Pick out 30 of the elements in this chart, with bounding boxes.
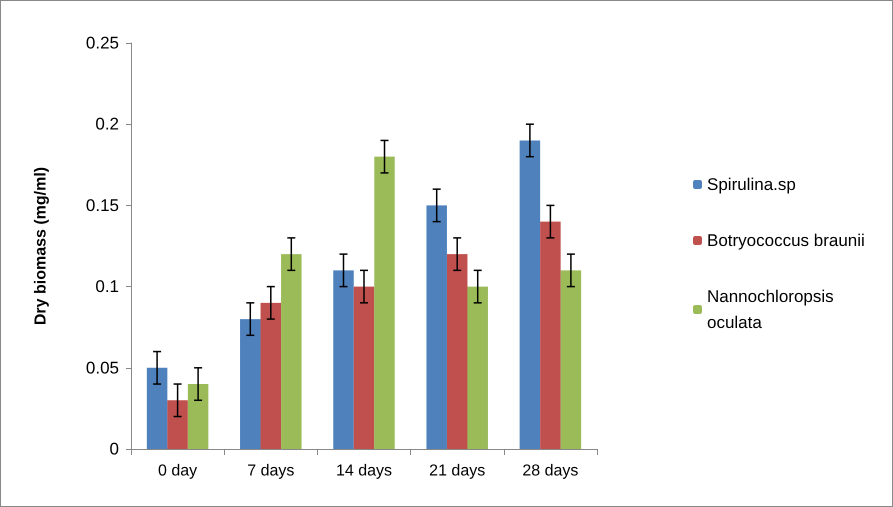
bar xyxy=(560,270,582,449)
y-axis-title: Dry biomass (mg/ml) xyxy=(32,166,50,326)
bar xyxy=(167,400,188,449)
bar xyxy=(467,286,488,449)
y-tick-label: 0.05 xyxy=(86,358,119,378)
bar xyxy=(281,254,302,449)
y-tick-label: 0.15 xyxy=(86,196,119,215)
x-tick-label: 14 days xyxy=(336,462,392,480)
y-tick-label: 0 xyxy=(110,440,119,458)
x-tick-label: 21 days xyxy=(429,462,486,480)
bar xyxy=(333,270,354,449)
bar xyxy=(446,254,468,449)
bar xyxy=(426,205,447,449)
y-tick-label: 0.1 xyxy=(95,277,119,296)
bar xyxy=(146,368,168,449)
x-tick-label: 28 days xyxy=(522,462,578,480)
bar xyxy=(540,222,561,449)
bar xyxy=(374,156,395,449)
bar xyxy=(354,286,374,449)
bar xyxy=(240,319,261,449)
legend-label: Botryococcus braunii xyxy=(707,231,865,250)
bar xyxy=(188,384,208,449)
x-tick-label: 0 day xyxy=(158,462,198,480)
legend-label: Nannochloropsis oculata xyxy=(707,287,838,332)
y-tick-label: 0.25 xyxy=(86,34,119,52)
x-tick-label: 7 days xyxy=(247,462,294,480)
bar xyxy=(520,140,540,449)
y-tick-label: 0.2 xyxy=(95,114,119,134)
legend-label: Spirulina.sp xyxy=(707,175,796,194)
bar xyxy=(260,302,282,449)
